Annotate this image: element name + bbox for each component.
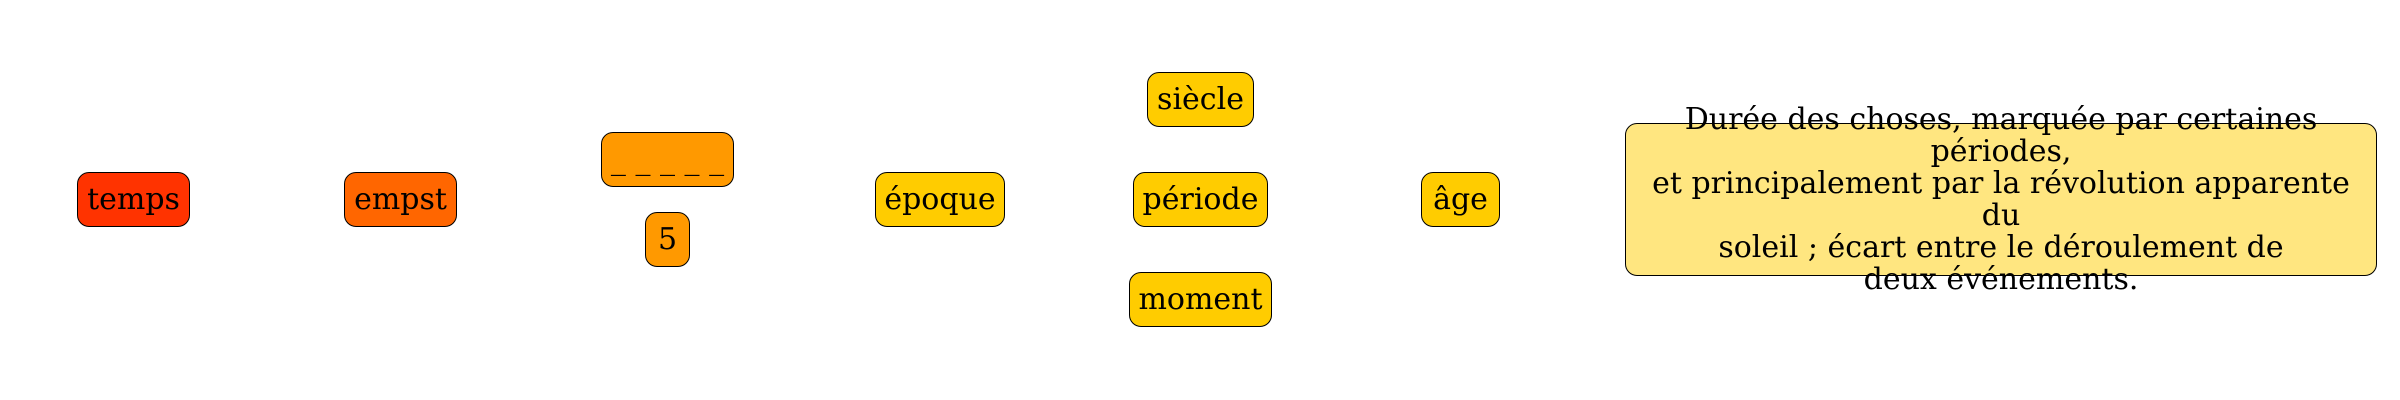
node-age: âge — [1421, 172, 1500, 227]
node-moment-label: moment — [1138, 281, 1263, 317]
node-empst: empst — [344, 172, 457, 227]
node-blank-label: _ _ _ _ _ — [610, 141, 725, 177]
node-siecle-label: siècle — [1157, 81, 1244, 117]
node-siecle: siècle — [1147, 72, 1254, 127]
definition-line: Durée des choses, marquée par certaines … — [1684, 101, 2318, 169]
node-temps: temps — [77, 172, 190, 227]
node-periode: période — [1133, 172, 1268, 227]
definition-line: deux événements. — [1863, 261, 2139, 297]
node-temps-label: temps — [87, 181, 180, 217]
definition-box: Durée des choses, marquée par certaines … — [1625, 103, 2377, 295]
node-empst-label: empst — [354, 181, 447, 217]
definition-line: soleil ; écart entre le déroulement de — [1718, 229, 2284, 265]
node-age-label: âge — [1433, 181, 1488, 217]
node-epoque: époque — [875, 172, 1005, 227]
node-blank: _ _ _ _ _ — [601, 132, 734, 187]
definition-line: et principalement par la révolution appa… — [1652, 165, 2350, 233]
node-periode-label: période — [1142, 181, 1259, 217]
node-epoque-label: époque — [884, 181, 996, 217]
node-count: 5 — [645, 212, 690, 267]
definition-text: Durée des choses, marquée par certaines … — [1638, 101, 2364, 297]
node-moment: moment — [1129, 272, 1272, 327]
node-count-label: 5 — [657, 221, 678, 257]
